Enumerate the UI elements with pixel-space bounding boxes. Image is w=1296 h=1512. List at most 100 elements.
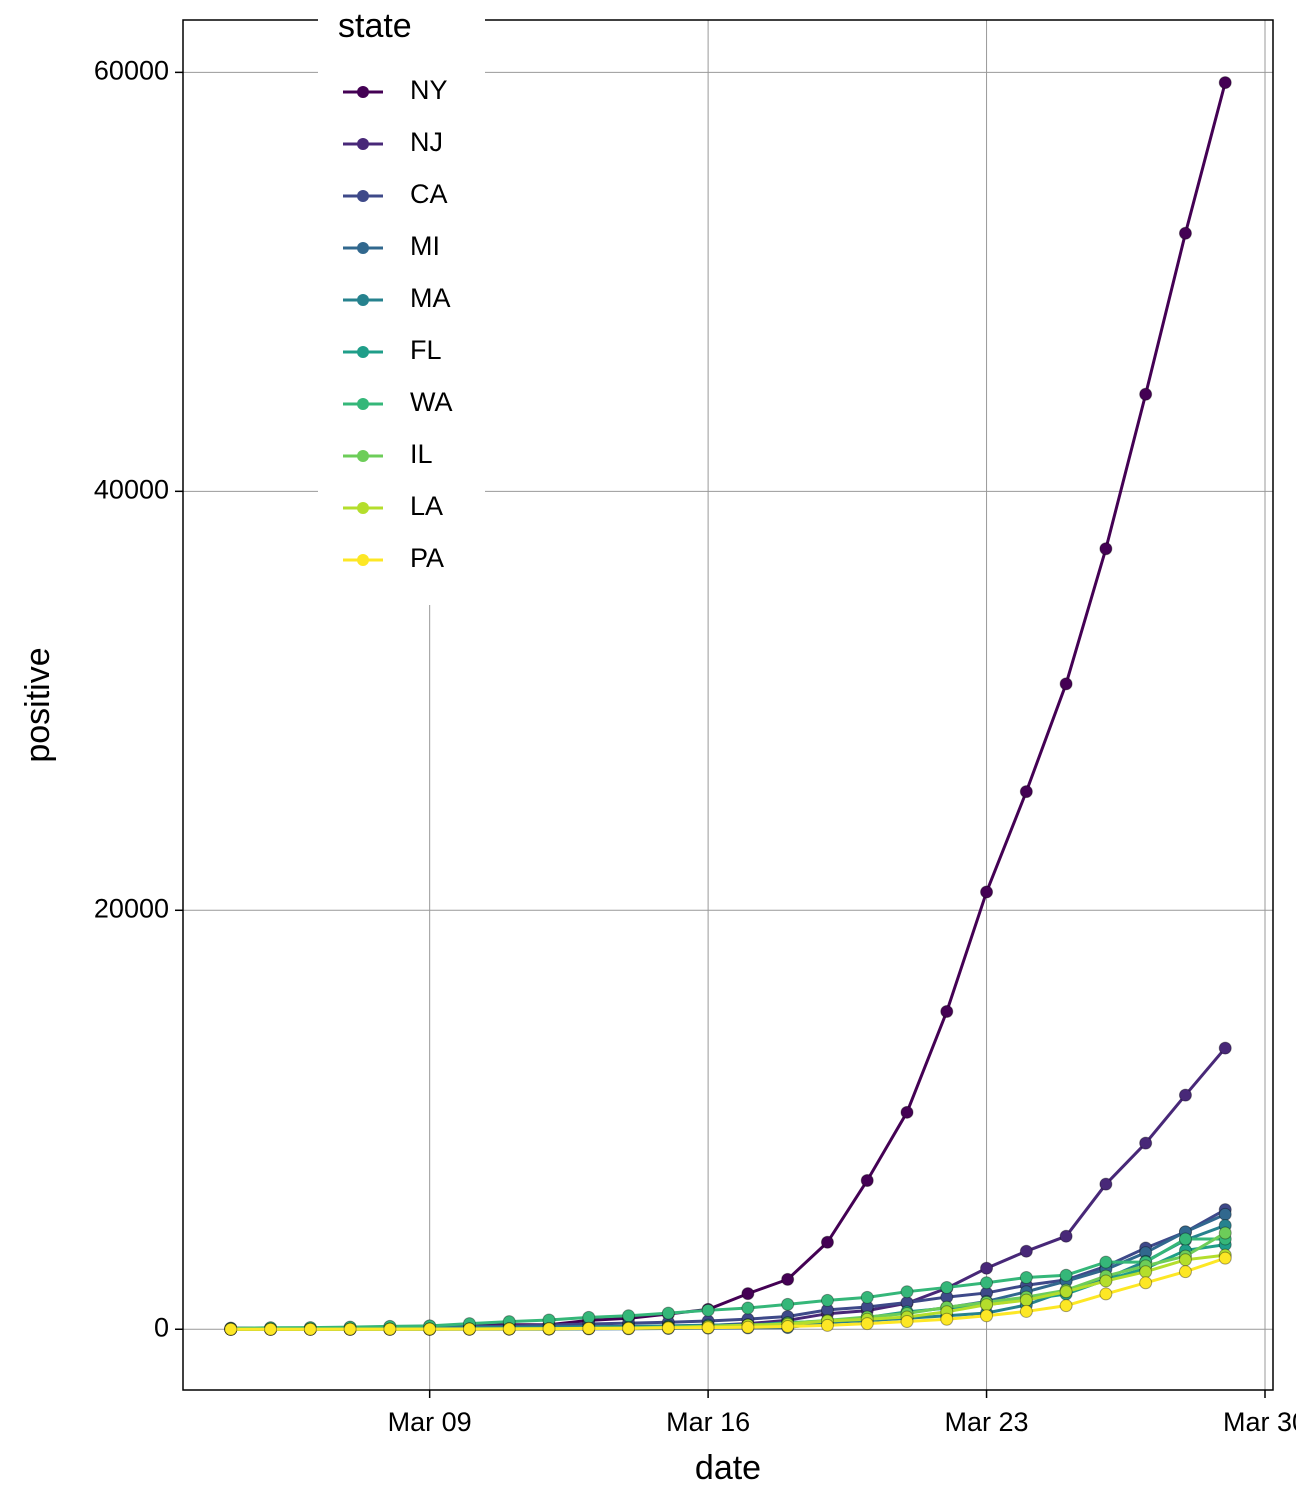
data-point <box>900 1314 914 1328</box>
data-point <box>502 1322 516 1336</box>
data-point <box>820 1318 834 1332</box>
data-point <box>860 1290 874 1304</box>
data-point <box>1059 1299 1073 1313</box>
data-point <box>781 1297 795 1311</box>
data-point <box>1178 1232 1192 1246</box>
data-point <box>582 1321 596 1335</box>
legend-key-point <box>357 138 369 150</box>
data-point <box>980 1309 994 1323</box>
data-point <box>701 1303 715 1317</box>
data-point <box>1059 1285 1073 1299</box>
legend-label: LA <box>410 491 443 521</box>
data-point <box>303 1322 317 1336</box>
data-point <box>820 1293 834 1307</box>
data-point <box>1019 1244 1033 1258</box>
legend-label: NY <box>410 75 448 105</box>
y-tick-label: 0 <box>154 1312 169 1342</box>
data-point <box>1218 76 1232 90</box>
data-point <box>661 1321 675 1335</box>
legend-key-point <box>357 190 369 202</box>
legend-key-point <box>357 398 369 410</box>
data-point <box>1218 1251 1232 1265</box>
data-point <box>1139 1276 1153 1290</box>
y-axis-title: positive <box>19 647 57 762</box>
data-point <box>1059 677 1073 691</box>
data-point <box>622 1321 636 1335</box>
data-point <box>1099 1177 1113 1191</box>
legend-label: PA <box>410 543 444 573</box>
data-point <box>940 1280 954 1294</box>
legend-key-point <box>357 554 369 566</box>
legend-title: state <box>338 7 412 45</box>
data-point <box>1178 1265 1192 1279</box>
x-tick-label: Mar 23 <box>945 1407 1029 1437</box>
legend-label: MA <box>410 283 451 313</box>
data-point <box>343 1322 357 1336</box>
data-point <box>622 1309 636 1323</box>
data-point <box>741 1301 755 1315</box>
axes: 0 20000 40000 60000 Mar 09 Mar 16 Mar 23 Mar 30 <box>94 55 1296 1437</box>
data-point <box>1099 1287 1113 1301</box>
data-point <box>582 1310 596 1324</box>
legend-label: IL <box>410 439 433 469</box>
data-point <box>1059 1229 1073 1243</box>
data-point <box>1019 1304 1033 1318</box>
legend-label: MI <box>410 231 440 261</box>
data-point <box>224 1322 238 1336</box>
data-point <box>1099 542 1113 556</box>
series-line <box>230 1237 1226 1330</box>
data-point <box>900 1105 914 1119</box>
data-point <box>1139 387 1153 401</box>
y-tick-label: 20000 <box>94 893 169 923</box>
data-point <box>820 1235 834 1249</box>
data-point <box>1019 1293 1033 1307</box>
data-point <box>1099 1274 1113 1288</box>
legend-label: WA <box>410 387 453 417</box>
y-tick-label: 60000 <box>94 55 169 85</box>
data-point <box>980 1298 994 1312</box>
data-point <box>741 1320 755 1334</box>
data-point <box>940 1312 954 1326</box>
data-point <box>1139 1136 1153 1150</box>
data-point <box>462 1322 476 1336</box>
series-line <box>230 1253 1226 1331</box>
legend-key-point <box>357 502 369 514</box>
series-line <box>230 1231 1226 1331</box>
data-point <box>980 1261 994 1275</box>
legend-background <box>318 0 485 605</box>
legend-key-point <box>357 346 369 358</box>
legend: state NY NJ CA MI MA FL WA IL LA PA <box>318 0 485 605</box>
data-point <box>1059 1268 1073 1282</box>
data-point <box>980 885 994 899</box>
x-axis-title: date <box>695 1449 761 1487</box>
data-point <box>423 1322 437 1336</box>
data-point <box>661 1306 675 1320</box>
data-point <box>781 1272 795 1286</box>
data-point <box>1019 1271 1033 1285</box>
data-point <box>1218 1226 1232 1240</box>
data-point <box>542 1322 556 1336</box>
data-point <box>781 1319 795 1333</box>
data-point <box>1178 1088 1192 1102</box>
data-point <box>1218 1041 1232 1055</box>
data-point <box>900 1285 914 1299</box>
data-point <box>1218 1207 1232 1221</box>
lines <box>224 76 1232 1336</box>
data-point <box>860 1173 874 1187</box>
data-point <box>264 1322 278 1336</box>
data-point <box>1178 1253 1192 1267</box>
legend-key-point <box>357 294 369 306</box>
legend-key-point <box>357 242 369 254</box>
data-point <box>701 1321 715 1335</box>
legend-label: NJ <box>410 127 443 157</box>
data-point <box>860 1317 874 1331</box>
legend-label: FL <box>410 335 442 365</box>
data-point <box>940 1005 954 1019</box>
panel-border <box>182 19 1274 1391</box>
data-point <box>1019 785 1033 799</box>
data-point <box>741 1287 755 1301</box>
data-point <box>1178 226 1192 240</box>
data-point <box>383 1322 397 1336</box>
data-point <box>1099 1255 1113 1269</box>
